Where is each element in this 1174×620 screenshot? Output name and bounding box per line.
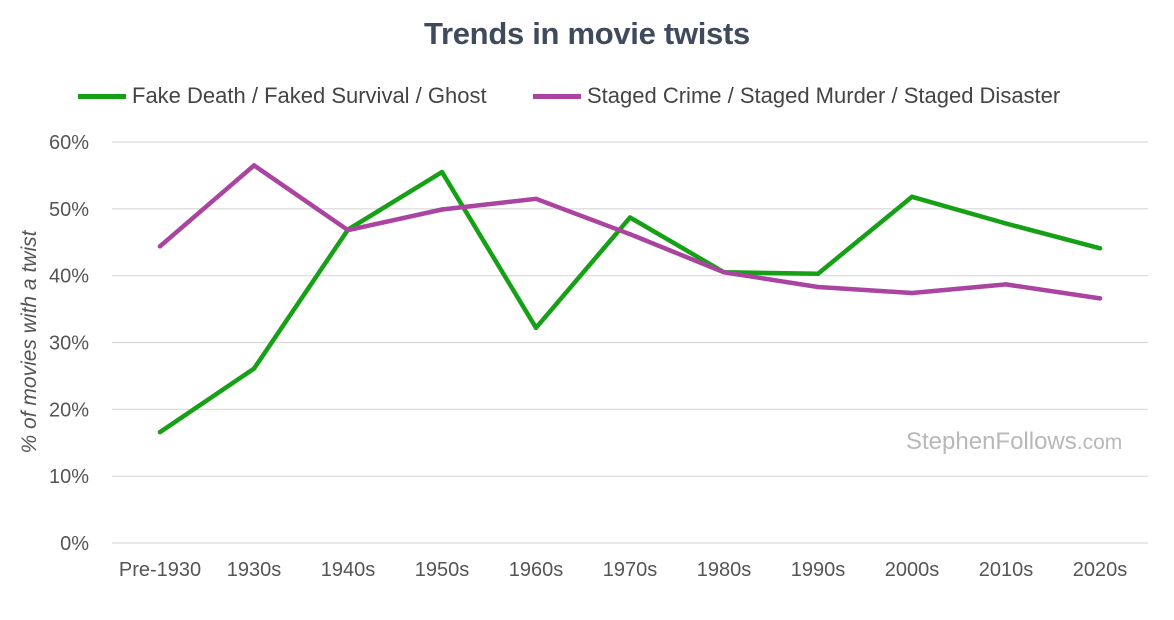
data-point	[345, 228, 351, 233]
data-point	[627, 215, 633, 220]
legend-item-staged-crime: Staged Crime / Staged Murder / Staged Di…	[533, 82, 1060, 110]
legend-swatch-staged-crime	[533, 93, 581, 99]
data-point	[1097, 296, 1103, 301]
x-tick-label: 1950s	[415, 559, 470, 581]
y-tick-label: 10%	[49, 466, 89, 488]
y-tick-label: 60%	[49, 132, 89, 154]
x-tick-label: 2000s	[885, 559, 940, 581]
watermark-domain: .com	[1076, 431, 1123, 454]
x-tick-label: 1990s	[791, 559, 846, 581]
x-tick-label: Pre-1930	[119, 559, 201, 581]
legend: Fake Death / Faked Survival / Ghost Stag…	[0, 82, 1174, 110]
data-point	[721, 270, 727, 275]
data-point	[909, 194, 915, 200]
y-tick-label: 40%	[49, 266, 89, 288]
chart-title: Trends in movie twists	[424, 16, 750, 51]
data-point	[627, 232, 633, 237]
y-tick-label: 20%	[49, 399, 89, 421]
x-tick-label: 1970s	[603, 559, 658, 581]
x-tick-label: 1940s	[321, 559, 376, 581]
y-tick-label: 0%	[60, 533, 89, 555]
data-point	[439, 207, 445, 212]
series-line-staged-crime	[157, 163, 1103, 301]
x-tick-label: 1960s	[509, 559, 564, 581]
data-point	[1003, 282, 1009, 287]
data-point	[157, 244, 163, 249]
data-point	[1097, 246, 1103, 251]
data-point	[157, 429, 163, 435]
data-point	[533, 325, 539, 330]
data-point	[815, 284, 821, 290]
legend-swatch-fake-death	[78, 93, 126, 99]
x-tick-label: 2020s	[1073, 559, 1128, 581]
data-point	[533, 196, 539, 202]
series-line-fake-death	[157, 169, 1103, 435]
legend-label-fake-death: Fake Death / Faked Survival / Ghost	[132, 83, 487, 108]
y-tick-label: 30%	[49, 333, 89, 355]
x-tick-label: 1980s	[697, 559, 752, 581]
x-tick-label: 1930s	[227, 559, 282, 581]
y-tick-label: 50%	[49, 199, 89, 221]
watermark: StephenFollows.com	[906, 428, 1122, 456]
data-point	[815, 271, 821, 276]
data-point	[251, 163, 257, 168]
watermark-name: StephenFollows	[906, 428, 1077, 455]
x-tick-label: 2010s	[979, 559, 1034, 581]
legend-label-staged-crime: Staged Crime / Staged Murder / Staged Di…	[587, 83, 1061, 108]
data-point	[251, 366, 257, 371]
data-point	[439, 169, 445, 175]
data-point	[909, 290, 915, 296]
data-point	[1003, 221, 1009, 226]
legend-item-fake-death: Fake Death / Faked Survival / Ghost	[78, 82, 487, 110]
